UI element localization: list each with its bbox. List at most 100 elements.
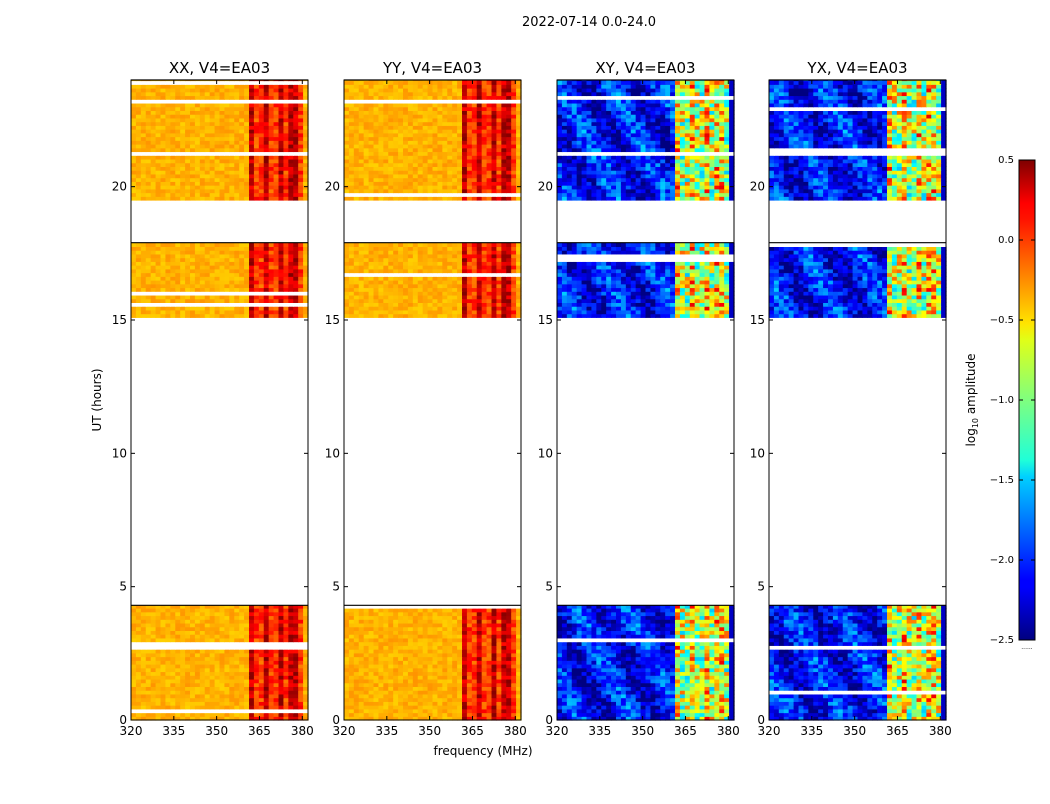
heatmap-cell — [442, 675, 448, 679]
heatmap-cell — [210, 645, 216, 649]
heatmap-cell — [501, 694, 507, 698]
heatmap-cell — [398, 280, 404, 284]
heatmap-cell — [165, 314, 171, 318]
heatmap-cell — [269, 664, 275, 668]
heatmap-cell — [477, 709, 483, 713]
heatmap-cell — [467, 612, 473, 616]
heatmap-cell — [457, 291, 463, 295]
heatmap-cell — [279, 133, 285, 137]
heatmap-cell — [279, 140, 285, 144]
heatmap-cell — [185, 258, 191, 262]
heatmap-cell — [195, 295, 201, 299]
heatmap-cell — [224, 254, 230, 258]
heatmap-cell — [482, 668, 488, 672]
heatmap-cell — [220, 269, 226, 273]
heatmap-cell — [269, 174, 275, 178]
heatmap-cell — [200, 265, 206, 269]
heatmap-cell — [472, 284, 478, 288]
heatmap-cell — [156, 299, 162, 303]
heatmap-cell — [492, 660, 498, 664]
heatmap-cell — [185, 694, 191, 698]
heatmap-cell — [369, 273, 375, 277]
heatmap-cell — [364, 196, 370, 200]
heatmap-cell — [506, 254, 512, 258]
heatmap-cell — [433, 690, 439, 694]
heatmap-cell — [141, 645, 147, 649]
heatmap-cell — [423, 649, 429, 653]
heatmap-cell — [136, 694, 142, 698]
heatmap-cell — [288, 302, 294, 306]
heatmap-cell — [146, 690, 152, 694]
heatmap-cell — [200, 642, 206, 646]
heatmap-cell — [364, 638, 370, 642]
heatmap-cell — [364, 698, 370, 702]
heatmap-cell — [423, 664, 429, 668]
heatmap-cell — [511, 623, 517, 627]
heatmap-cell — [437, 612, 443, 616]
heatmap-cell — [279, 612, 285, 616]
heatmap-cell — [195, 701, 201, 705]
heatmap-cell — [249, 686, 255, 690]
heatmap-cell — [279, 310, 285, 314]
heatmap-cell — [344, 698, 350, 702]
heatmap-cell — [146, 159, 152, 163]
heatmap-cell — [205, 314, 211, 318]
heatmap-cell — [492, 630, 498, 634]
heatmap-cell — [279, 608, 285, 612]
heatmap-cell — [511, 664, 517, 668]
heatmap-cell — [288, 683, 294, 687]
heatmap-cell — [220, 686, 226, 690]
heatmap-cell — [393, 258, 399, 262]
heatmap-cell — [180, 246, 186, 250]
heatmap-cell — [274, 155, 280, 159]
heatmap-cell — [259, 243, 265, 247]
heatmap-cell — [279, 657, 285, 661]
heatmap-cell — [234, 170, 240, 174]
heatmap-cell — [175, 273, 181, 277]
heatmap-cell — [195, 306, 201, 310]
heatmap-cell — [442, 261, 448, 265]
heatmap-cell — [165, 284, 171, 288]
heatmap-cell — [413, 269, 419, 273]
heatmap-cell — [492, 686, 498, 690]
heatmap-cell — [156, 144, 162, 148]
heatmap-cell — [293, 627, 299, 631]
heatmap-cell — [288, 664, 294, 668]
heatmap-cell — [136, 295, 142, 299]
heatmap-cell — [388, 671, 394, 675]
heatmap-cell — [161, 302, 167, 306]
heatmap-cell — [472, 660, 478, 664]
heatmap-cell — [442, 686, 448, 690]
heatmap-cell — [442, 193, 448, 197]
heatmap-cell — [418, 280, 424, 284]
heatmap-cell — [283, 99, 289, 103]
heatmap-cell — [501, 291, 507, 295]
heatmap-cell — [472, 254, 478, 258]
heatmap-cell — [383, 196, 389, 200]
heatmap-cell — [293, 81, 299, 85]
heatmap-cell — [210, 133, 216, 137]
heatmap-cell — [220, 299, 226, 303]
heatmap-cell — [215, 705, 221, 709]
heatmap-cell — [244, 258, 250, 262]
heatmap-cell — [274, 657, 280, 661]
heatmap-cell — [293, 258, 299, 262]
heatmap-cell — [437, 261, 443, 265]
heatmap-cell — [185, 107, 191, 111]
heatmap-cell — [254, 608, 260, 612]
heatmap-cell — [364, 645, 370, 649]
heatmap-cell — [151, 273, 157, 277]
heatmap-cell — [254, 84, 260, 88]
heatmap-cell — [131, 125, 137, 129]
heatmap-cell — [293, 155, 299, 159]
heatmap-cell — [170, 627, 176, 631]
heatmap-cell — [393, 660, 399, 664]
heatmap-cell — [190, 144, 196, 148]
heatmap-cell — [200, 243, 206, 247]
heatmap-cell — [408, 265, 414, 269]
heatmap-cell — [403, 612, 409, 616]
heatmap-cell — [433, 686, 439, 690]
heatmap-cell — [354, 705, 360, 709]
heatmap-cell — [369, 302, 375, 306]
